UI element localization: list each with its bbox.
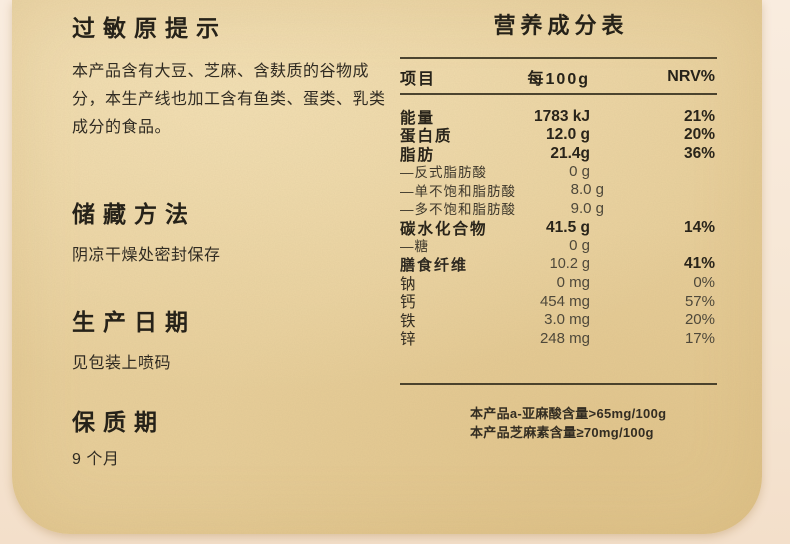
row-per-100g-value: 0 g — [569, 236, 590, 254]
table-row: —糖 0 g — [400, 235, 717, 255]
row-item-label: —单不饱和脂肪酸 — [400, 183, 516, 199]
row-nrv-value: 14% — [683, 218, 715, 236]
table-row: 蛋白质 12.0 g 20% — [400, 124, 717, 145]
header-per-100g: 每100g — [527, 71, 590, 88]
row-per-100g-value: 1783 kJ — [533, 108, 590, 125]
allergen-body: 本产品含有大豆、芝麻、含麸质的谷物成分，本生产线也加工含有鱼类、蛋类、乳类成分的… — [72, 63, 386, 136]
table-row: 膳食纤维 10.2 g 41% — [400, 254, 717, 274]
nutrition-footnotes: 本产品a-亚麻酸含量>65mg/100g 本产品芝麻素含量≥70mg/100g — [400, 404, 717, 442]
row-item-label: —糖 — [400, 239, 429, 255]
storage-body: 阴凉干燥处密封保存 — [72, 247, 221, 264]
info-column: 过敏原提示 本产品含有大豆、芝麻、含麸质的谷物成分，本生产线也加工含有鱼类、蛋类… — [72, 12, 390, 474]
row-nrv-value: 57% — [684, 292, 715, 310]
row-per-100g-value: 0 mg — [556, 274, 590, 292]
header-item: 项目 — [400, 71, 437, 88]
header-nrv: NRV% — [667, 68, 715, 85]
storage-heading: 储藏方法 — [72, 201, 196, 227]
row-nrv-value: 17% — [684, 329, 715, 347]
row-per-100g-value: 9.0 g — [570, 199, 604, 217]
table-rule-header — [400, 93, 717, 95]
row-nrv-value: 0% — [693, 274, 715, 292]
shelf-life-body: 9 个月 — [72, 451, 120, 468]
table-row: 锌 248 mg 17% — [400, 327, 717, 349]
kraft-label-card: 过敏原提示 本产品含有大豆、芝麻、含麸质的谷物成分，本生产线也加工含有鱼类、蛋类… — [12, 0, 762, 534]
row-per-100g-value: 3.0 mg — [544, 311, 590, 329]
table-row: 铁 3.0 mg 20% — [400, 309, 717, 330]
nutrition-rows: 能量 1783 kJ 21% 蛋白质 12.0 g 20% 脂肪 21.4g 3… — [400, 95, 717, 349]
row-per-100g-value: 12.0 g — [546, 126, 590, 144]
footnote-linolenic: 本产品a-亚麻酸含量>65mg/100g — [470, 405, 667, 421]
table-row: —多不饱和脂肪酸 9.0 g — [400, 198, 717, 218]
row-per-100g-value: 10.2 g — [549, 256, 590, 272]
production-date-body: 见包装上喷码 — [72, 355, 172, 372]
row-nrv-value: 21% — [683, 108, 715, 125]
row-nrv-value: 20% — [684, 311, 715, 329]
table-row: 钙 454 mg 57% — [400, 290, 717, 312]
row-per-100g-value: 8.0 g — [570, 181, 604, 199]
table-rule-top — [400, 57, 717, 59]
table-row: 碳水化合物 41.5 g 14% — [400, 217, 717, 238]
table-rule-bottom — [400, 382, 717, 385]
table-header-row: 项目 每100g NRV% — [400, 59, 717, 93]
label-content: 过敏原提示 本产品含有大豆、芝麻、含麸质的谷物成分，本生产线也加工含有鱼类、蛋类… — [12, 0, 762, 534]
row-item-label: —反式脂肪酸 — [400, 165, 487, 181]
allergen-heading: 过敏原提示 — [72, 15, 227, 41]
nutrition-title: 营养成分表 — [493, 13, 629, 38]
row-per-100g-value: 248 mg — [539, 329, 590, 347]
row-item-label: 锌 — [400, 331, 418, 349]
row-per-100g-value: 454 mg — [539, 292, 590, 310]
table-row: 钠 0 mg 0% — [400, 272, 717, 293]
footnote-sesamin: 本产品芝麻素含量≥70mg/100g — [470, 424, 654, 440]
table-row: —反式脂肪酸 0 g — [400, 161, 717, 181]
row-per-100g-value: 21.4g — [550, 144, 590, 162]
nutrition-table: 营养成分表 项目 每100g NRV% 能量 1783 kJ 21% 蛋白质 1… — [400, 10, 717, 442]
row-per-100g-value: 41.5 g — [546, 218, 590, 236]
production-date-heading: 生产日期 — [72, 309, 196, 335]
shelf-life-heading: 保质期 — [72, 409, 165, 435]
row-nrv-value: 36% — [683, 144, 715, 162]
table-row: 脂肪 21.4g 36% — [400, 143, 717, 164]
row-item-label: —多不饱和脂肪酸 — [400, 202, 516, 218]
table-row: 能量 1783 kJ 21% — [400, 106, 717, 127]
row-per-100g-value: 0 g — [569, 162, 590, 180]
row-nrv-value: 20% — [683, 126, 715, 144]
row-nrv-value: 41% — [683, 255, 715, 272]
table-row: —单不饱和脂肪酸 8.0 g — [400, 180, 717, 199]
